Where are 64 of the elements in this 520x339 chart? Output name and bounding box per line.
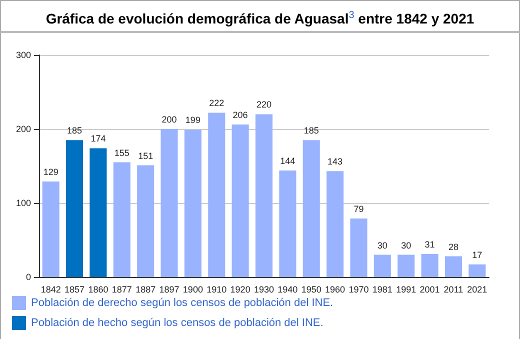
chart-title: Gráfica de evolución demográfica de Aguasal$^{3}$ entre 1842 y 2021: [0, 0, 520, 33]
x-tick-label: 1877: [112, 284, 132, 294]
bar: [374, 254, 391, 277]
bar: [42, 182, 60, 277]
legend-label: Población de derecho según los censos de población del INE.: [31, 297, 334, 309]
bar: [160, 129, 178, 277]
legend-label: Población de hecho según los censos de población del INE.: [31, 317, 324, 329]
x-tick-label: 1970: [348, 284, 369, 294]
x-tick-label: 1910: [206, 284, 227, 294]
data-label: 206: [232, 110, 248, 120]
bar: [232, 124, 249, 277]
data-label: 30: [401, 240, 412, 250]
x-tick-label: 1940: [278, 284, 298, 294]
data-label: 151: [138, 150, 154, 161]
y-tick-label: 200: [16, 124, 31, 134]
x-tick-label: 1991: [396, 284, 416, 294]
bar: [137, 165, 154, 277]
x-tick-label: 2011: [444, 284, 464, 294]
x-tick-label: 1887: [136, 284, 156, 294]
x-tick-label: 1842: [40, 284, 61, 294]
data-label: 28: [448, 242, 458, 252]
data-label: 17: [472, 250, 482, 260]
x-tick-label: 1960: [325, 284, 346, 294]
bar: [421, 254, 438, 277]
data-label: 200: [162, 114, 177, 124]
x-tick-label: 1920: [230, 284, 250, 294]
data-label: 174: [90, 134, 106, 144]
y-tick-label: 0: [26, 272, 31, 282]
x-tick-label: 1981: [372, 284, 392, 294]
y-tick-label: 100: [16, 198, 31, 208]
x-tick-label: 1950: [301, 284, 322, 294]
data-label: 155: [114, 148, 130, 158]
data-label: 30: [377, 240, 388, 250]
data-label: 79: [354, 204, 364, 214]
bar: [66, 140, 84, 277]
bar: [468, 264, 486, 277]
x-tick-label: 1930: [254, 284, 274, 294]
x-tick-label: 1860: [88, 284, 108, 294]
data-label: 185: [67, 126, 82, 136]
x-tick-label: 1857: [64, 284, 85, 294]
bar: [90, 148, 107, 277]
data-label: 185: [304, 126, 319, 136]
bar: [398, 254, 415, 277]
y-tick-label: 300: [16, 50, 31, 60]
bar: [255, 114, 273, 277]
data-label: 220: [256, 100, 272, 110]
bar: [279, 170, 296, 277]
data-label: 199: [185, 115, 200, 126]
bar: [208, 112, 226, 277]
x-tick-label: 1900: [182, 284, 203, 294]
bar: [444, 256, 462, 277]
x-tick-label: 1897: [159, 284, 180, 294]
bar: [350, 218, 368, 277]
x-tick-label: 2021: [467, 284, 488, 294]
x-tick-label: 2001: [420, 284, 440, 294]
data-label: 144: [280, 156, 296, 166]
bar: [184, 130, 202, 277]
data-label: 129: [43, 167, 58, 178]
bar: [113, 162, 130, 277]
data-label: 31: [424, 240, 435, 250]
bar: [326, 171, 344, 277]
bar: [302, 140, 320, 277]
data-label: 222: [209, 98, 224, 108]
data-label: 143: [328, 156, 343, 167]
